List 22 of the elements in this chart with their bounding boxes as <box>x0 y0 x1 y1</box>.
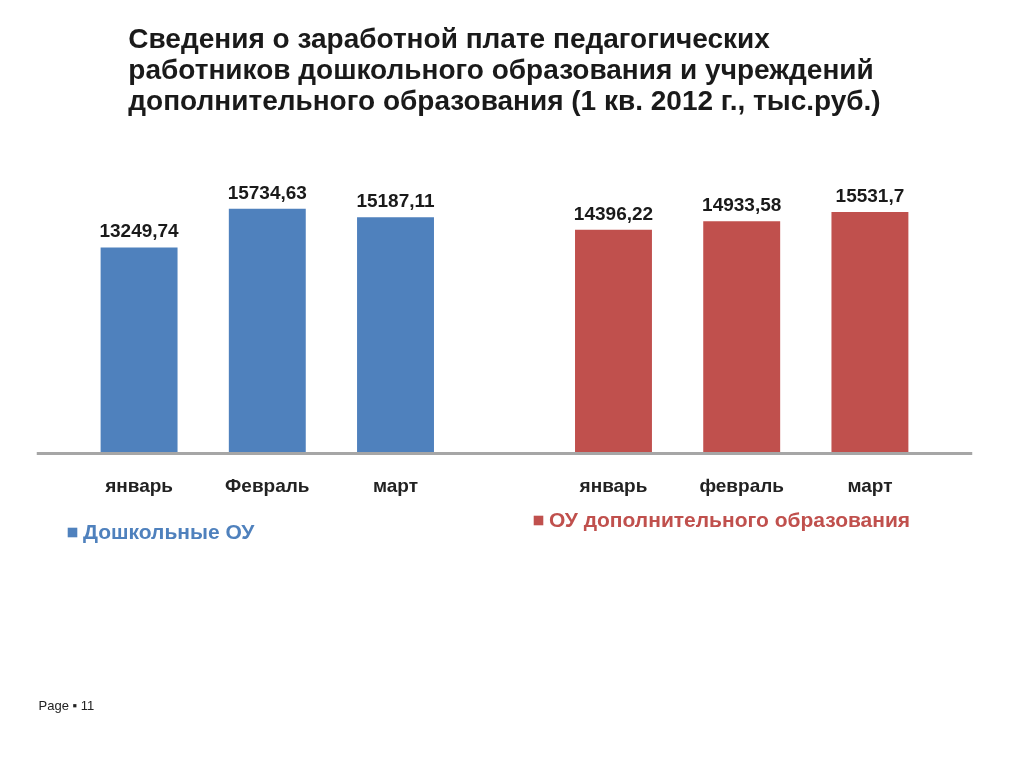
x-tick-label: Февраль <box>225 475 310 497</box>
x-tick-label: январь <box>104 475 174 497</box>
x-tick-label: февраль <box>699 475 784 497</box>
x-tick-label: январь <box>578 475 648 497</box>
data-label: 14933,58 <box>702 194 782 216</box>
bar <box>575 229 652 454</box>
legend-label: ОУ дополнительного образования <box>549 508 911 532</box>
bar <box>703 221 781 454</box>
data-label: 15531,7 <box>835 185 905 206</box>
data-label: 15187,11 <box>356 190 436 212</box>
data-label: 14396,22 <box>573 202 654 224</box>
legend-label: Дошкольные ОУ <box>83 520 255 544</box>
x-tick-label: март <box>847 475 893 497</box>
bar <box>831 212 909 454</box>
bar <box>357 217 434 454</box>
bar <box>228 208 306 454</box>
data-label: 13249,74 <box>99 220 180 242</box>
chart-title: Сведения о заработной плате педагогических работников дошкольного образования и учреждений дополнительного образования (1 кв. 2012 г., тыс.руб.) <box>128 22 881 116</box>
x-tick-label: март <box>373 475 419 497</box>
bar <box>100 247 178 454</box>
data-label: 15734,63 <box>227 181 307 203</box>
text: Page ▪ 11 <box>38 697 95 713</box>
